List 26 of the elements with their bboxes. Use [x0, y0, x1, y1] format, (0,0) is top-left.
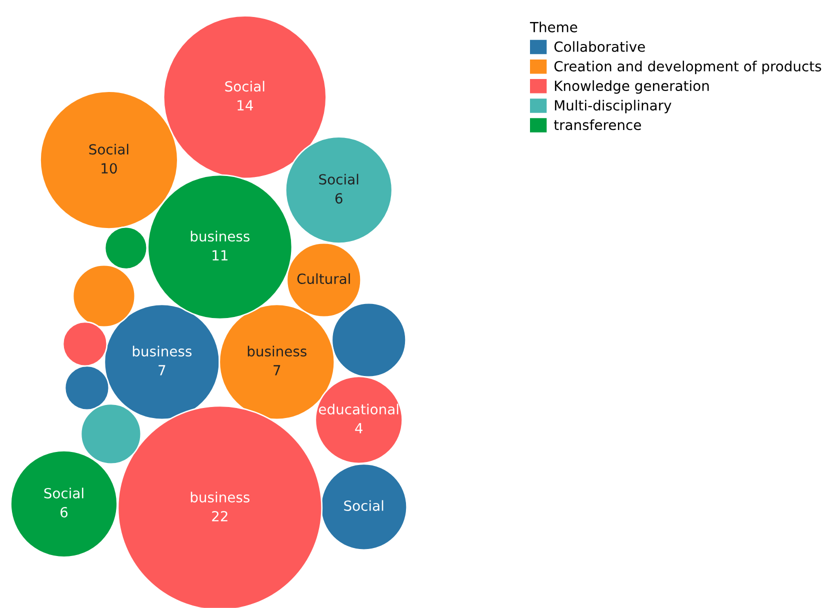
data-label: 11 [212, 250, 228, 260]
category-label: business [190, 492, 250, 502]
category-label: Social [225, 80, 264, 92]
legend-label: Multi-disciplinary [554, 100, 672, 114]
legend-title: Theme [530, 22, 578, 32]
category-label: business [248, 346, 306, 357]
category-label: business [190, 230, 250, 242]
data-label: 7 [158, 365, 166, 376]
legend-label: transference [554, 119, 641, 130]
legend-label: Collaborative [554, 41, 645, 52]
data-label: 14 [238, 100, 253, 110]
category-label: Social [44, 488, 84, 498]
category-label: business [132, 346, 192, 357]
data-label: 6 [335, 193, 342, 204]
data-label: 4 [355, 423, 362, 434]
data-label: 22 [212, 510, 228, 522]
category-label: Cultural [297, 273, 350, 284]
data-label: 10 [102, 163, 117, 174]
category-label: educational [318, 404, 398, 414]
data-label: 7 [274, 365, 280, 376]
legend-label: Knowledge generation [554, 80, 709, 94]
category-label: Social [344, 500, 384, 511]
category-label: Social [89, 144, 128, 155]
legend-label: Creation and development of products [554, 60, 822, 74]
category-label: Social [319, 174, 358, 185]
data-label: 6 [60, 506, 68, 518]
